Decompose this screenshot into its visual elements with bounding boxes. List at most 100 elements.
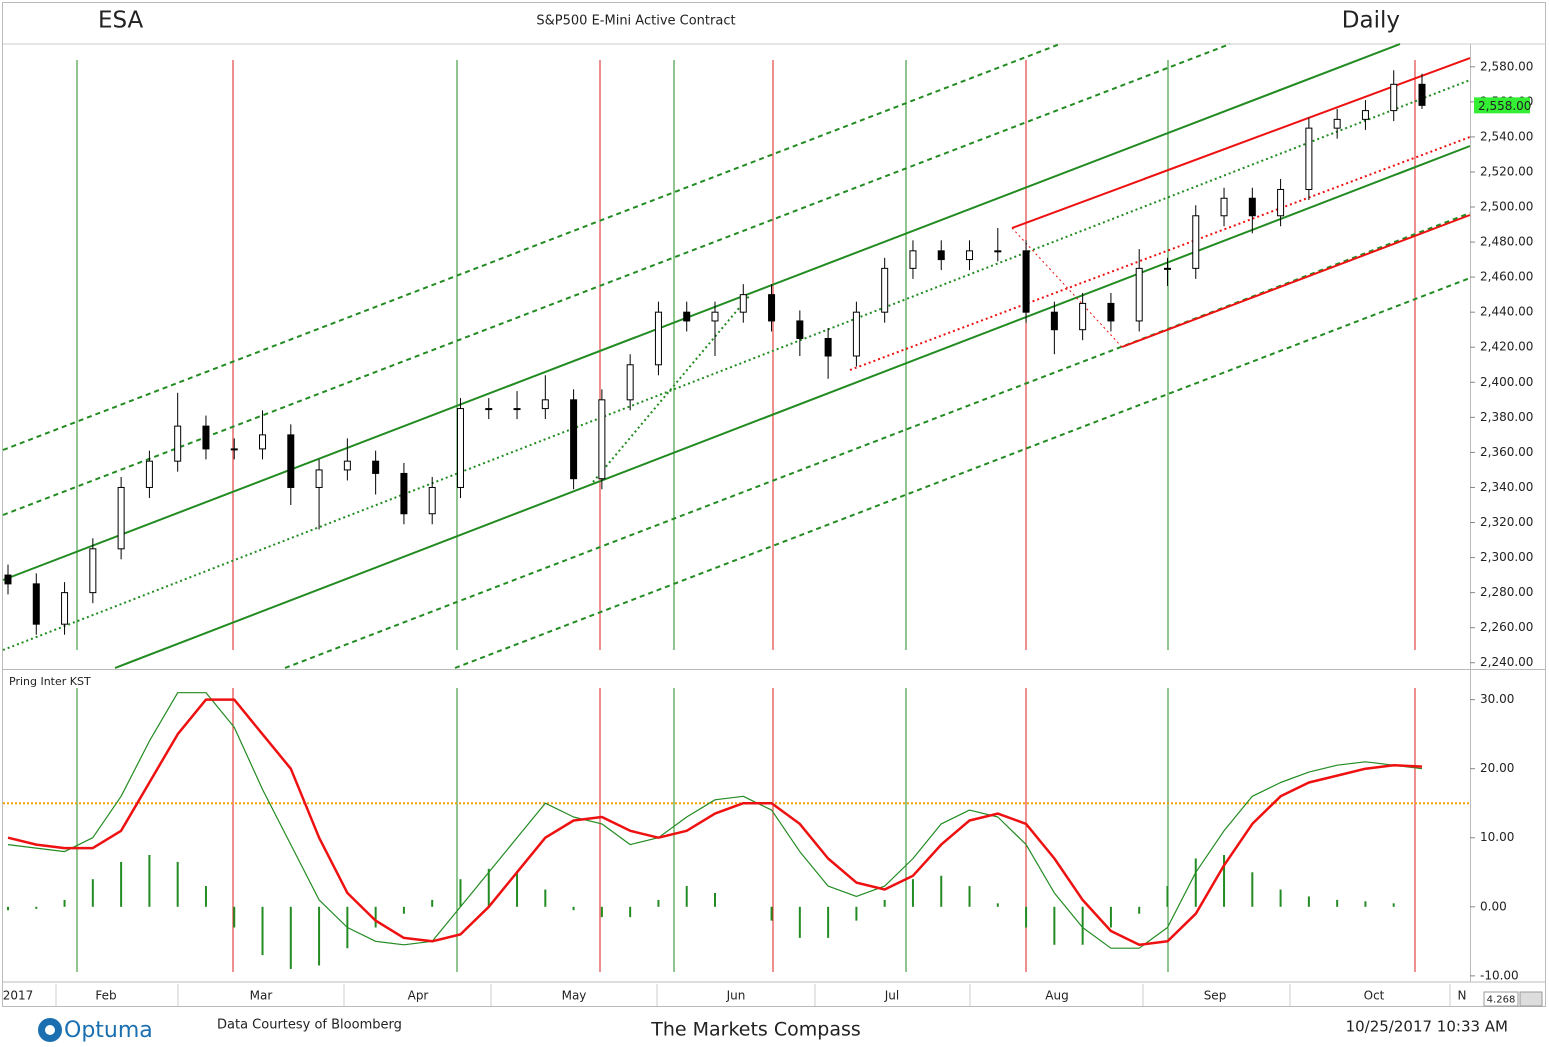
y-tick-label: 0.00 (1480, 899, 1507, 913)
period: Daily (1342, 8, 1400, 34)
y-tick-label: -10.00 (1480, 968, 1519, 982)
red-cycles (232, 60, 1416, 972)
x-tick-label: Feb (95, 989, 116, 1003)
panel-title: Pring Inter KST (9, 675, 91, 688)
candle-body (372, 460, 380, 474)
candle-body (513, 408, 521, 411)
candle-body (824, 337, 832, 357)
candle-body (61, 592, 69, 625)
x-tick-label: May (562, 989, 587, 1003)
y-tick-label: 2,400.00 (1480, 375, 1533, 389)
candle-body (89, 548, 97, 594)
x-tick-label: Apr (408, 989, 429, 1003)
y-tick-label: 2,580.00 (1480, 59, 1533, 73)
channels (2, 43, 1471, 669)
candle-body (343, 460, 351, 471)
y-tick-label: 2,440.00 (1480, 305, 1533, 319)
footer: Optuma Data Courtesy of Bloomberg The Ma… (38, 991, 1543, 1043)
candle-body (1248, 197, 1256, 217)
candle-body (1390, 83, 1398, 112)
candle-body (966, 250, 974, 261)
frame (2, 2, 1546, 1007)
candle-body (145, 460, 153, 488)
x-tick-label: Jul (884, 989, 899, 1003)
candle-body (852, 311, 860, 357)
x-tick-label: N (1458, 989, 1467, 1003)
y-tick-label: 2,380.00 (1480, 410, 1533, 424)
kst-line (7, 698, 1423, 947)
y-tick-label: 2,480.00 (1480, 235, 1533, 249)
candle-body (174, 425, 182, 462)
y-tick-label: 2,360.00 (1480, 445, 1533, 459)
candle-body (259, 434, 267, 450)
x-tick-label: Oct (1364, 989, 1385, 1003)
candle-body (937, 250, 945, 261)
candle-body (230, 448, 238, 451)
candle-body (1277, 188, 1285, 217)
kst-line (7, 692, 1423, 949)
candle-body (428, 486, 436, 515)
y-tick-label: 2,280.00 (1480, 585, 1533, 599)
y-tick-label: 2,520.00 (1480, 164, 1533, 178)
x-tick-label: Sep (1204, 989, 1227, 1003)
y-tick-label: 2,260.00 (1480, 620, 1533, 634)
x-tick-label: Jun (726, 989, 746, 1003)
candle-body (1361, 110, 1369, 120)
y-tick-label: 30.00 (1480, 692, 1514, 706)
y-tick-label: 2,320.00 (1480, 515, 1533, 529)
candle-body (1418, 83, 1426, 106)
candle-body (711, 311, 719, 322)
candle-body (4, 574, 12, 585)
y-tick-label: 2,300.00 (1480, 550, 1533, 564)
candle-body (1163, 267, 1171, 270)
candle-body (202, 425, 210, 450)
last-price-tag (1474, 97, 1530, 114)
candle-body (768, 294, 776, 322)
y-tick-label: 2,540.00 (1480, 129, 1533, 143)
candle-body (796, 320, 804, 339)
symbol: ESA (98, 8, 144, 34)
chart-title: S&P500 E-Mini Active Contract (536, 14, 735, 29)
candle-body (1135, 267, 1143, 322)
candle-body (1305, 127, 1313, 190)
candle-body (1107, 302, 1115, 322)
candle-body (683, 311, 691, 322)
candle-body (485, 408, 493, 411)
candle-body (881, 267, 889, 313)
zoom[interactable]: 4.268 (1487, 995, 1516, 1006)
x-tick-label: Aug (1045, 989, 1068, 1003)
logo-icon-inner (45, 1025, 55, 1035)
candle-body (1022, 250, 1030, 313)
candle-body (654, 311, 662, 366)
candle-body (739, 294, 747, 313)
cycle-lines (76, 60, 1416, 972)
y-tick-label: 2,420.00 (1480, 340, 1533, 354)
x-tick-label: 2017 (3, 989, 34, 1003)
candle-body (1050, 311, 1058, 331)
y-tick-label: 2,340.00 (1480, 480, 1533, 494)
x-tick-label: Mar (250, 989, 273, 1003)
candle-body (1079, 302, 1087, 331)
zoom-box[interactable] (1483, 991, 1519, 1007)
candle-body (315, 469, 323, 488)
candle-body (1333, 118, 1341, 129)
candle-body (909, 250, 917, 269)
zoom-button[interactable] (1519, 991, 1543, 1007)
timestamp: 10/25/2017 10:33 AM (1346, 1018, 1508, 1036)
brand: The Markets Compass (650, 1019, 861, 1041)
candle-body (541, 399, 549, 410)
y-tick-label: 10.00 (1480, 830, 1514, 844)
candle-body (32, 583, 40, 625)
candle-body (287, 434, 295, 488)
candle-body (400, 472, 408, 515)
candle-body (456, 408, 464, 488)
candle-body (994, 250, 1002, 253)
candle-body (117, 486, 125, 550)
y-tick-label: 2,240.00 (1480, 655, 1533, 669)
candle-body (570, 399, 578, 480)
y-tick-label: 2,460.00 (1480, 270, 1533, 284)
logo: Optuma (64, 1018, 153, 1043)
candle-body (1220, 197, 1228, 217)
